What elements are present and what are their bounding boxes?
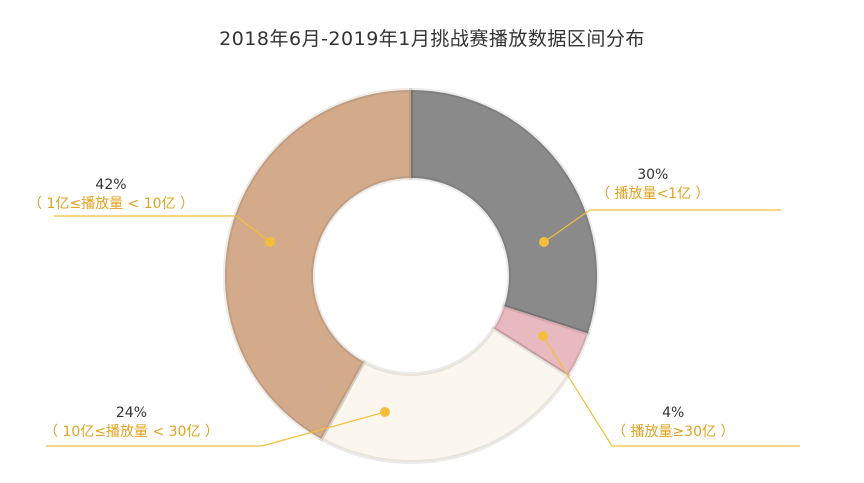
slice-label-1e9-to-3e9: 24% （ 10亿≤播放量 < 30亿 ） xyxy=(44,404,219,442)
slice-label-over-3e9: 4% （ 播放量≥30亿 ） xyxy=(612,404,734,442)
slice-label-1e8-to-1e9: 42% （ 1亿≤播放量 < 10亿 ） xyxy=(28,176,194,214)
slice-1e8-to-1e9 xyxy=(223,87,413,442)
slice-marker-dot xyxy=(538,331,548,341)
slice-1e9-to-3e9 xyxy=(318,325,571,464)
leader-lines xyxy=(46,209,800,447)
leader-line xyxy=(543,209,781,243)
slice-under-1e8 xyxy=(409,87,599,336)
slice-percent-label: 4% xyxy=(662,405,685,421)
slice-range-label: （ 1亿≤播放量 < 10亿 ） xyxy=(28,196,194,212)
slice-percent-label: 24% xyxy=(115,405,147,421)
slice-range-label: （ 播放量≥30亿 ） xyxy=(612,424,735,440)
slice-percent-label: 30% xyxy=(637,167,669,183)
leader-line xyxy=(46,411,386,447)
chart-title: 2018年6月-2019年1月挑战赛播放数据区间分布 xyxy=(219,28,645,50)
slice-range-label: （ 10亿≤播放量 < 30亿 ） xyxy=(44,424,219,440)
slice-marker-dot xyxy=(380,407,390,417)
slice-percent-label: 42% xyxy=(95,177,127,193)
slice-label-under-1e8: 30% （ 播放量<1亿 ） xyxy=(596,166,710,204)
slice-marker-dot xyxy=(265,237,275,247)
leader-line xyxy=(54,215,271,243)
slice-range-label: （ 播放量<1亿 ） xyxy=(596,186,710,202)
slice-marker-dot xyxy=(539,237,549,247)
leader-line xyxy=(542,335,800,447)
donut-slices xyxy=(223,87,599,464)
